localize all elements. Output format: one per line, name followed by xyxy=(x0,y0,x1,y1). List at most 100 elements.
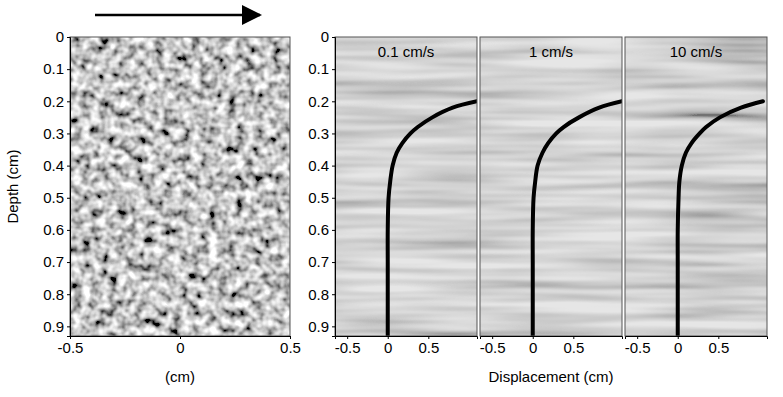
tick-label: 0.5 xyxy=(418,339,439,356)
plot-area xyxy=(388,101,477,336)
panel-texture xyxy=(480,37,622,336)
tick-label: 0.5 xyxy=(708,339,729,356)
x-axis-title: (cm) xyxy=(165,368,195,385)
tick: 0.5 xyxy=(280,336,301,356)
photo xyxy=(70,37,290,336)
frame xyxy=(70,37,290,336)
tick-mark xyxy=(332,230,335,231)
tick-label: -0.5 xyxy=(335,339,361,356)
x-axis-title: Displacement (cm) xyxy=(488,368,613,385)
tick: 0.3 xyxy=(43,125,70,142)
tick-mark xyxy=(332,198,335,199)
tick: -0.5 xyxy=(58,336,84,356)
tick: -0.5 xyxy=(480,336,506,356)
tick: 0.8 xyxy=(43,286,70,303)
tick-label: -0.5 xyxy=(480,339,506,356)
tick-mark xyxy=(332,101,335,102)
tick-mark xyxy=(67,37,70,38)
tick-label: 0.9 xyxy=(308,318,329,335)
tick-mark xyxy=(332,294,335,295)
tick: 0.4 xyxy=(308,157,335,174)
panel: -0.5 0 0.5 10 cm/s xyxy=(625,37,768,356)
tick-mark xyxy=(67,230,70,231)
tick-label: 0.6 xyxy=(308,221,329,238)
tick: 0 xyxy=(674,336,682,356)
tick-label: 0.4 xyxy=(308,157,329,174)
axis-line xyxy=(67,38,71,337)
tick-label: -0.5 xyxy=(625,339,651,356)
tick-mark xyxy=(67,262,70,263)
displacement-curve xyxy=(533,101,622,336)
tick-label: 0 xyxy=(529,339,537,356)
panel-background xyxy=(335,37,477,336)
tick-mark xyxy=(332,166,335,167)
tick: 0.5 xyxy=(308,189,335,206)
plot-area xyxy=(678,101,763,336)
tick-label: -0.5 xyxy=(58,339,84,356)
figure: -0.5 0 0.5 0 0.1 0.2 0.3 0.4 0.5 0.6 0.7 0.8 0.9 (cm)… xyxy=(0,0,783,397)
tick: 0.9 xyxy=(308,318,335,335)
tick-label: 0.7 xyxy=(308,253,329,270)
axis-line xyxy=(332,38,336,337)
tick: 0.8 xyxy=(308,286,335,303)
direction-arrow xyxy=(95,14,260,17)
frame xyxy=(335,37,477,336)
tick-label: 0.5 xyxy=(43,189,64,206)
frame xyxy=(625,37,767,336)
tick-mark xyxy=(67,198,70,199)
panel-title: 1 cm/s xyxy=(529,43,573,60)
y-axis-title: Depth (cm) xyxy=(4,149,21,223)
panel-title: 0.1 cm/s xyxy=(378,43,435,60)
x-axis: -0.5 0 0.5 xyxy=(480,336,623,356)
tick: 0 xyxy=(56,28,70,45)
y-axis: 00.10.20.30.40.50.60.70.80.9 xyxy=(308,28,335,336)
tick: 0.1 xyxy=(43,60,70,77)
tick-label: 0.5 xyxy=(308,189,329,206)
tick-label: 0 xyxy=(176,339,184,356)
tick-label: 0.9 xyxy=(43,318,64,335)
tick: 0 xyxy=(176,336,184,356)
tick-mark xyxy=(332,133,335,134)
tick-mark xyxy=(67,133,70,134)
tick-mark xyxy=(332,262,335,263)
displacement-curve xyxy=(678,101,763,336)
tick: 0.3 xyxy=(308,125,335,142)
tick-label: 0.2 xyxy=(308,93,329,110)
tick-label: 0 xyxy=(674,339,682,356)
panel-title: 10 cm/s xyxy=(670,43,723,60)
tick: 0 xyxy=(529,336,537,356)
tick-label: 0.3 xyxy=(43,125,64,142)
tick-mark xyxy=(67,69,70,70)
tick-label: 0 xyxy=(384,339,392,356)
tick: -0.5 xyxy=(335,336,361,356)
tick: 0.6 xyxy=(308,221,335,238)
tick: 0.9 xyxy=(43,318,70,335)
tick: 0.7 xyxy=(43,253,70,270)
tick: 0 xyxy=(384,336,392,356)
tick-label: 0.3 xyxy=(308,125,329,142)
tick-label: 0.1 xyxy=(43,60,64,77)
tick-label: 0 xyxy=(321,28,329,45)
tick: 0.6 xyxy=(43,221,70,238)
tick-label: 0.4 xyxy=(43,157,64,174)
tick-mark xyxy=(67,326,70,327)
tick-label: 0.7 xyxy=(43,253,64,270)
tick-label: 0.5 xyxy=(563,339,584,356)
panel-texture xyxy=(625,37,767,336)
tick: 0.5 xyxy=(43,189,70,206)
tick-label: 0.8 xyxy=(308,286,329,303)
frame xyxy=(480,37,622,336)
tick: 0.5 xyxy=(418,336,439,356)
tick: 0.5 xyxy=(563,336,584,356)
tick: 0 xyxy=(321,28,335,45)
x-axis: -0.5 0 0.5 xyxy=(335,336,478,356)
panel-background xyxy=(480,37,622,336)
tick-mark xyxy=(67,294,70,295)
tick-label: 0 xyxy=(56,28,64,45)
tick: 0.2 xyxy=(43,93,70,110)
panel: -0.500.500.10.20.30.40.50.60.70.80.90.1 … xyxy=(308,28,477,355)
y-axis: 0 0.1 0.2 0.3 0.4 0.5 0.6 0.7 0.8 0.9 xyxy=(43,28,70,336)
tick: 0.2 xyxy=(308,93,335,110)
tick: 0.4 xyxy=(43,157,70,174)
panel-texture xyxy=(335,37,477,336)
